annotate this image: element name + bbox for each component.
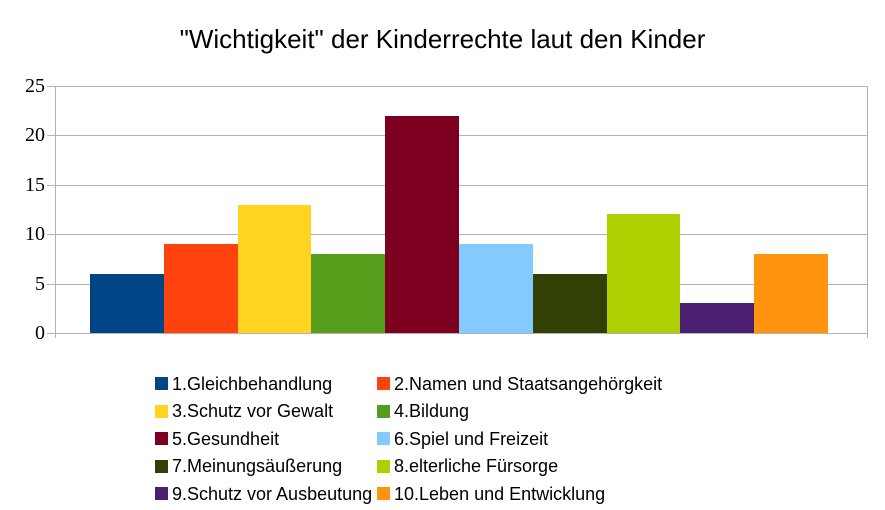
y-axis-tick-label: 15 <box>25 173 45 196</box>
y-axis-tick-label: 20 <box>25 124 45 147</box>
legend-label: 3.Schutz vor Gewalt <box>172 401 334 422</box>
y-axis-tick <box>47 234 55 236</box>
plot-area: 0 5 10 15 20 25 <box>25 76 868 343</box>
y-axis-tick-label: 0 <box>35 322 45 344</box>
legend-label: 10.Leben und Entwicklung <box>394 483 606 504</box>
y-axis-tick <box>47 184 55 186</box>
legend-item-7.Meinungsäußerung: 7.Meinungsäußerung <box>155 453 377 481</box>
legend-swatch-icon <box>155 377 168 391</box>
y-axis-tick-label: 10 <box>25 223 45 246</box>
legend-swatch-icon <box>155 432 168 446</box>
legend-label: 1.Gleichbehandlung <box>172 373 333 394</box>
legend-item-8.elterliche Fürsorge: 8.elterliche Fürsorge <box>377 453 662 481</box>
y-axis-tick <box>47 283 55 285</box>
y-axis-tick-label: 5 <box>35 272 45 295</box>
bar-1.Gleichbehandlung <box>90 273 164 333</box>
y-axis-tick <box>47 135 55 137</box>
bar-6.Spiel und Freizeit <box>459 244 533 333</box>
bar-7.Meinungsäußerung <box>532 273 607 333</box>
chart-legend: 1.Gleichbehandlung 2.Namen und Staatsange… <box>155 370 662 508</box>
gridline-y-15 <box>55 184 867 186</box>
legend-label: 9.Schutz vor Ausbeutung <box>172 483 373 504</box>
legend-swatch-icon <box>155 487 168 501</box>
legend-label: 7.Meinungsäußerung <box>172 456 343 477</box>
bar-3.Schutz vor Gewalt <box>237 204 312 333</box>
legend-item-6.Spiel und Freizeit: 6.Spiel und Freizeit <box>377 425 662 453</box>
bar-2.Namen und Staatsangehörgkeit <box>163 244 238 333</box>
bar-10.Leben und Entwicklung <box>754 253 828 333</box>
bar-4.Bildung <box>311 253 386 333</box>
y-axis-tick <box>47 86 55 87</box>
legend-swatch-icon <box>377 377 390 391</box>
plot-right-border <box>867 86 868 338</box>
legend-swatch-icon <box>377 459 390 473</box>
legend-label: 5.Gesundheit <box>172 428 280 449</box>
legend-item-5.Gesundheit: 5.Gesundheit <box>155 425 377 453</box>
legend-swatch-icon <box>377 487 390 501</box>
y-axis-tick <box>47 333 55 334</box>
bar-5.Gesundheit <box>385 115 459 333</box>
bar-8.elterliche Fürsorge <box>606 214 681 333</box>
gridline-y-10 <box>55 234 867 236</box>
y-axis-tick-label: 25 <box>25 75 45 97</box>
legend-item-10.Leben und Entwicklung: 10.Leben und Entwicklung <box>377 480 662 508</box>
legend-item-2.Namen und Staatsangehörgkeit: 2.Namen und Staatsangehörgkeit <box>377 370 662 398</box>
legend-swatch-icon <box>377 432 390 446</box>
legend-label: 2.Namen und Staatsangehörgkeit <box>394 373 663 394</box>
chart-title: "Wichtigkeit" der Kinderrechte laut den … <box>179 24 706 54</box>
gridline-y-0 <box>55 333 867 334</box>
legend-swatch-icon <box>155 459 168 473</box>
legend-item-9.Schutz vor Ausbeutung: 9.Schutz vor Ausbeutung <box>155 480 377 508</box>
gridline-y-25 <box>55 86 867 87</box>
legend-item-4.Bildung: 4.Bildung <box>377 398 662 426</box>
legend-item-1.Gleichbehandlung: 1.Gleichbehandlung <box>155 370 377 398</box>
y-axis-line <box>55 86 56 338</box>
legend-item-3.Schutz vor Gewalt: 3.Schutz vor Gewalt <box>155 398 377 426</box>
legend-swatch-icon <box>377 404 390 418</box>
legend-swatch-icon <box>155 404 168 418</box>
legend-label: 8.elterliche Fürsorge <box>394 456 559 477</box>
bar-9.Schutz vor Ausbeutung <box>680 303 755 333</box>
legend-label: 4.Bildung <box>394 401 470 422</box>
legend-label: 6.Spiel und Freizeit <box>394 428 549 449</box>
gridline-y-20 <box>55 135 867 137</box>
